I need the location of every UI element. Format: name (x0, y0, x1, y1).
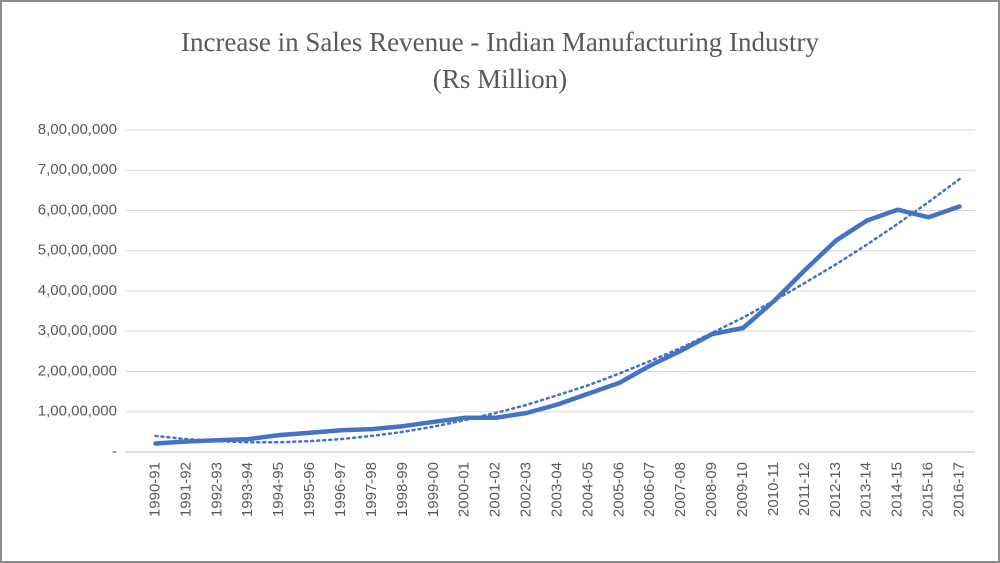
y-tick-label: 1,00,00,000 (38, 403, 117, 420)
x-tick-label: 1991-92 (177, 462, 194, 517)
x-tick-label: 2010-11 (765, 462, 782, 516)
y-tick-label: 7,00,00,000 (38, 161, 117, 178)
y-tick-label: - (112, 443, 117, 460)
x-tick-label: 2013-14 (858, 462, 875, 517)
x-tick-label: 1999-00 (425, 462, 442, 517)
x-tick-label: 2001-02 (487, 462, 504, 517)
y-tick-label: 3,00,00,000 (38, 322, 117, 339)
x-tick-label: 2011-12 (796, 462, 813, 516)
x-tick-label: 1990-91 (146, 462, 163, 517)
x-tick-label: 2006-07 (641, 462, 658, 517)
x-tick-label: 2002-03 (518, 462, 535, 517)
x-tick-label: 1994-95 (270, 462, 287, 517)
x-tick-label: 2016-17 (951, 462, 968, 517)
x-tick-label: 2009-10 (734, 462, 751, 517)
chart-title: Increase in Sales Revenue - Indian Manuf… (181, 27, 820, 57)
x-tick-label: 2004-05 (579, 462, 596, 517)
x-tick-label: 2007-08 (672, 462, 689, 517)
x-tick-label: 1996-97 (332, 462, 349, 517)
x-tick-label: 1992-93 (208, 462, 225, 517)
y-tick-label: 8,00,00,000 (38, 121, 117, 138)
x-tick-label: 2005-06 (610, 462, 627, 517)
x-tick-label: 1997-98 (363, 462, 380, 517)
y-tick-label: 5,00,00,000 (38, 242, 117, 259)
x-tick-label: 2003-04 (548, 462, 565, 517)
x-tick-label: 2000-01 (456, 462, 473, 517)
x-tick-label: 2012-13 (827, 462, 844, 517)
data-line (153, 204, 962, 446)
x-tick-label: 1995-96 (301, 462, 318, 517)
x-tick-label: 1998-99 (394, 462, 411, 517)
x-tick-label: 2015-16 (920, 462, 937, 517)
trend-line (154, 177, 961, 444)
chart-subtitle: (Rs Million) (433, 64, 567, 94)
x-tick-label: 2008-09 (703, 462, 720, 517)
y-tick-label: 4,00,00,000 (38, 282, 117, 299)
y-tick-label: 6,00,00,000 (38, 201, 117, 218)
x-tick-label: 1993-94 (239, 462, 256, 517)
y-tick-label: 2,00,00,000 (38, 362, 117, 379)
x-tick-label: 2014-15 (889, 462, 906, 517)
